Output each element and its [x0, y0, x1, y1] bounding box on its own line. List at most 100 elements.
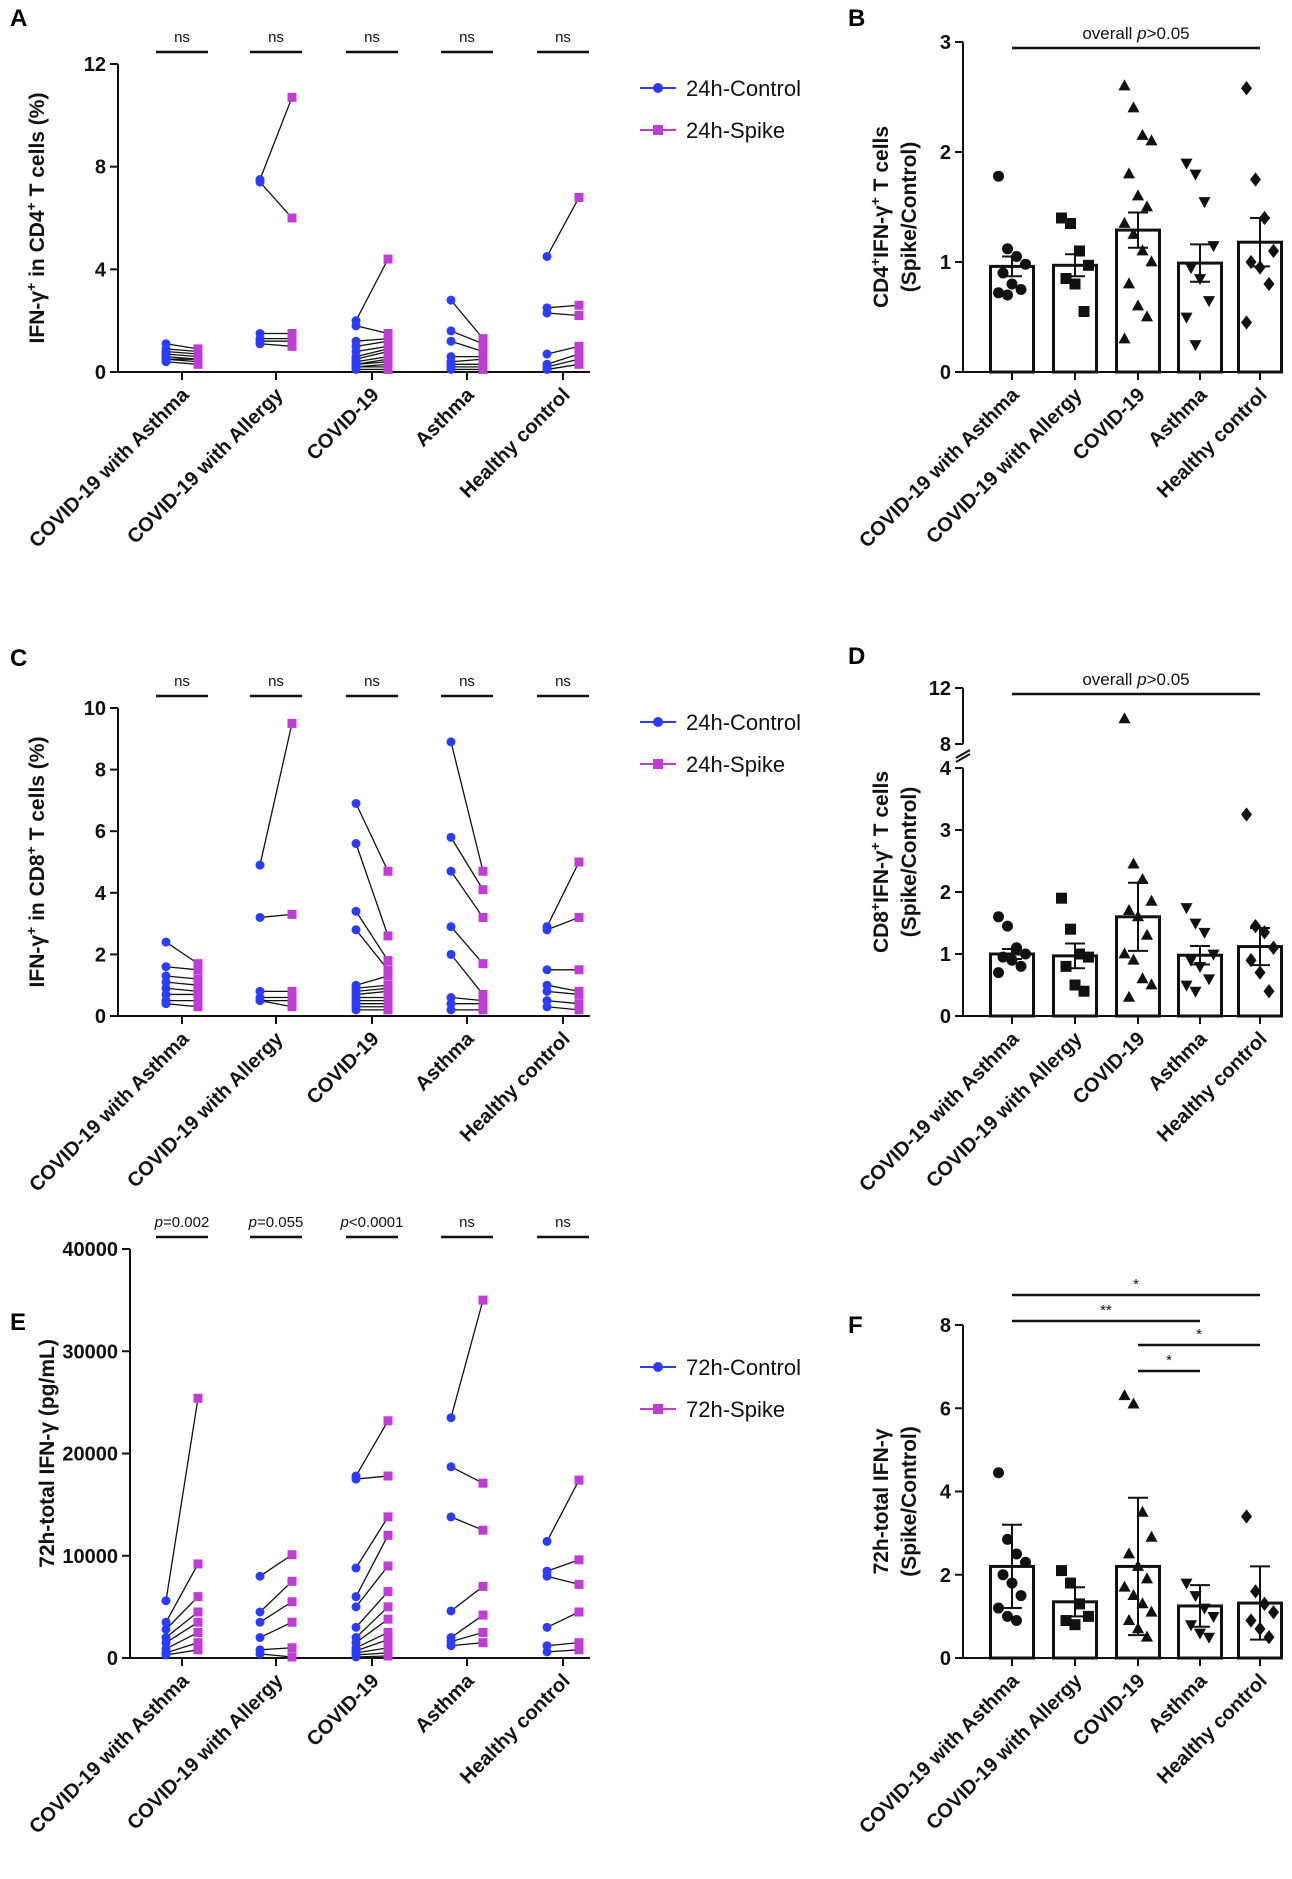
panel-c-pair-line [355, 910, 389, 961]
panel-e-spike-point [287, 1617, 297, 1627]
panel-a-control-point [542, 364, 552, 374]
panel-a-pair-line [450, 358, 484, 363]
panel-c-control-point [446, 832, 456, 842]
panel-e-pair-line [546, 1559, 580, 1572]
panel-E: E 0 10000 20000 30000 40000 COVID-19 with Asth… [10, 1214, 801, 1838]
panel-b-data-point [1118, 216, 1131, 228]
panel-c-control-point [542, 996, 552, 1006]
panel-c-spike-point [287, 996, 297, 1006]
panel-e-y-label: 72h-total IFN-γ (pg/mL) [36, 1339, 59, 1568]
panel-c-pair-line [165, 975, 199, 980]
panel-e-spike-point [574, 1607, 584, 1617]
panel-c-control-point [446, 1005, 456, 1015]
panel-b-data-point [1020, 258, 1031, 270]
panel-e-ytick-label: 30000 [62, 1341, 118, 1363]
panel-f-data-point [1011, 1615, 1022, 1627]
panel-c-spike-point [574, 989, 584, 999]
panel-f-data-point [997, 1569, 1009, 1581]
panel-c-control-point [351, 906, 361, 916]
panel-f-data-point [1140, 1630, 1154, 1642]
panel-c-spike-point [193, 959, 203, 969]
panel-a-pair-line [546, 363, 580, 371]
panel-c-pair-line [355, 984, 389, 989]
panel-b-data-point [1189, 340, 1202, 352]
panel-e-control-point [351, 1622, 361, 1632]
panel-f-data-point [1250, 1584, 1261, 1599]
panel-e-control-point [351, 1652, 361, 1662]
panel-c-control-point [351, 839, 361, 849]
panel-e-spike-point [478, 1638, 488, 1648]
panel-b-data-point [1145, 255, 1158, 267]
panel-e-sig-label: ns [459, 1214, 475, 1231]
panel-e-ytick-label: 10000 [62, 1546, 118, 1568]
panel-e-pair-line [355, 1475, 389, 1480]
panel-f-data-point [1122, 1613, 1136, 1625]
panel-c-pair-line [355, 843, 389, 937]
panel-a-pair-line [165, 343, 199, 350]
panel-a-pair-line [546, 353, 580, 365]
panel-e-control-point [542, 1536, 552, 1546]
panel-c-control-point [446, 949, 456, 959]
panel-e-pair-line [546, 1649, 580, 1653]
panel-f-data-point [1127, 1397, 1140, 1409]
panel-c-spike-point [287, 718, 297, 728]
panel-c-legend-marker [653, 717, 663, 727]
panel-e-pair-line [165, 1563, 199, 1623]
panel-d-data-point [1202, 974, 1216, 986]
panel-f-data-point [1074, 1598, 1085, 1610]
panel-a-control-point [446, 326, 456, 336]
panel-e-pair-line [450, 1585, 484, 1612]
panel-c-control-point [255, 986, 265, 996]
panel-b-data-point [1002, 243, 1013, 255]
panel-a-xtick-label: Asthma [411, 383, 479, 451]
panel-e-pair-line [355, 1591, 389, 1628]
panel-f-ytick-label: 6 [940, 1398, 951, 1420]
panel-f-data-point [1011, 1548, 1022, 1560]
panel-e-spike-point [383, 1587, 393, 1597]
panel-b-data-point [1060, 273, 1072, 284]
panel-e-pair-line [450, 1642, 484, 1647]
panel-c-ytick-label: 6 [95, 821, 106, 843]
panel-e-spike-point [383, 1602, 393, 1612]
panel-e-pair-line [355, 1652, 389, 1656]
panel-e-pair-line [165, 1649, 199, 1656]
panel-e-control-point [542, 1622, 552, 1632]
panel-b-data-point [1136, 128, 1149, 140]
panel-c-spike-point [574, 965, 584, 975]
panel-e-control-point [255, 1617, 265, 1627]
panel-c-ytick-label: 4 [95, 883, 107, 905]
panel-b-ytick-label: 2 [940, 142, 951, 164]
panel-c-sig-label: ns [364, 673, 380, 690]
panel-d-ytick-label: 1 [940, 944, 951, 966]
panel-d-data-point [1118, 712, 1131, 724]
panel-c-control-point [255, 996, 265, 1006]
panel-c-spike-point [574, 857, 584, 867]
panel-d-data-point [1180, 980, 1193, 992]
panel-c-spike-point [574, 912, 584, 922]
panel-c-spike-point [193, 1002, 203, 1012]
panel-a-pair-line [355, 355, 389, 363]
panel-a-pair-line [355, 258, 389, 321]
panel-a-pair-line [259, 181, 293, 219]
panel-c-spike-point [193, 980, 203, 990]
panel-a-control-point [446, 336, 456, 346]
panel-d-ytick-label: 8 [940, 734, 951, 756]
panel-c-pair-line [355, 987, 389, 993]
panel-e-control-point [255, 1571, 265, 1581]
panel-e-pair-line [546, 1611, 580, 1628]
panel-a-legend-label: 24h-Control [686, 76, 801, 101]
panel-d-ytick-label: 4 [940, 758, 952, 780]
panel-a-pair-line [165, 348, 199, 353]
panel-e-spike-point [383, 1530, 393, 1540]
panel-d-data-point [1268, 940, 1279, 955]
panel-a-y-label: IFN-γ+ in CD4+ T cells (%) [23, 93, 49, 344]
panel-e-control-point [255, 1633, 265, 1643]
panel-c-xtick-label: COVID-19 [303, 1028, 384, 1109]
panel-f-data-point [1245, 1613, 1257, 1628]
panel-b-data-point [1263, 276, 1275, 292]
panel-e-spike-point [478, 1525, 488, 1535]
panel-c-spike-point [383, 965, 393, 975]
